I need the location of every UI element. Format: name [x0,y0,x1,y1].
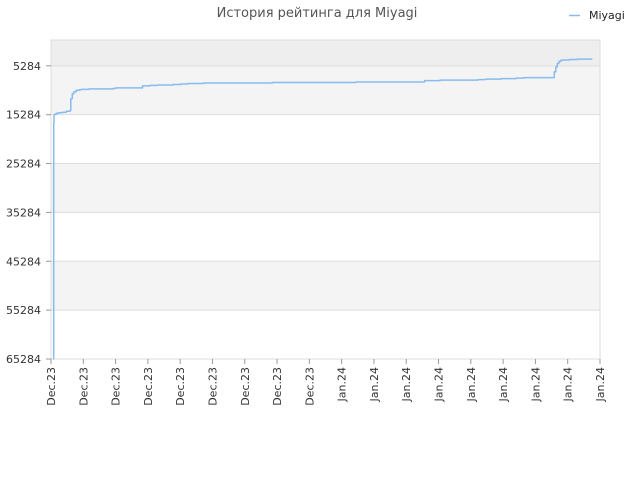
x-tick-label: Jan.24 [529,367,542,402]
x-tick-label: Dec.23 [239,367,252,406]
gridlines [51,65,600,360]
x-tick-label: Jan.24 [368,367,381,402]
x-tick-label: Jan.24 [465,367,478,402]
plot-band [51,114,600,164]
x-tick-label: Jan.24 [433,367,446,402]
x-tick-label: Dec.23 [271,367,284,406]
plot-band [51,261,600,311]
plot-background-bands [51,40,600,359]
x-tick-label: Jan.24 [336,367,349,402]
legend-label-miyagi: Miyagi [589,9,625,22]
plot-band [51,163,600,213]
x-axis: Dec.23 Dec.23 Dec.23 Dec.23 Dec.23 Dec.23 Dec.… [45,359,607,406]
y-tick-label: 55284 [6,304,41,317]
y-axis: 5284 15284 25284 35284 45284 55284 65284 [6,60,51,366]
x-tick-label: Dec.23 [45,367,58,406]
legend[interactable]: Miyagi [569,9,625,22]
series-line-miyagi [52,58,593,360]
x-tick-label: Jan.24 [594,367,607,402]
x-tick-label: Jan.24 [400,367,413,402]
x-tick-label: Dec.23 [77,367,90,406]
plot-band [51,40,600,66]
chart-title: История рейтинга для Miyagi [217,6,418,21]
y-tick-label: 65284 [6,353,41,366]
y-tick-label: 15284 [6,109,41,122]
plot-band [51,310,600,359]
plot-band [51,65,600,115]
plot-band [51,212,600,262]
x-tick-label: Jan.24 [562,367,575,402]
x-tick-label: Dec.23 [303,367,316,406]
series-layer [52,58,593,360]
y-tick-label: 25284 [6,158,41,171]
y-tick-label: 5284 [13,60,41,73]
x-tick-label: Jan.24 [497,367,510,402]
plot-area-border [50,39,601,360]
x-tick-label: Dec.23 [206,367,219,406]
y-tick-label: 35284 [6,206,41,219]
x-tick-label: Dec.23 [110,367,123,406]
y-tick-label: 45284 [6,255,41,268]
x-tick-label: Dec.23 [174,367,187,406]
x-tick-label: Dec.23 [142,367,155,406]
